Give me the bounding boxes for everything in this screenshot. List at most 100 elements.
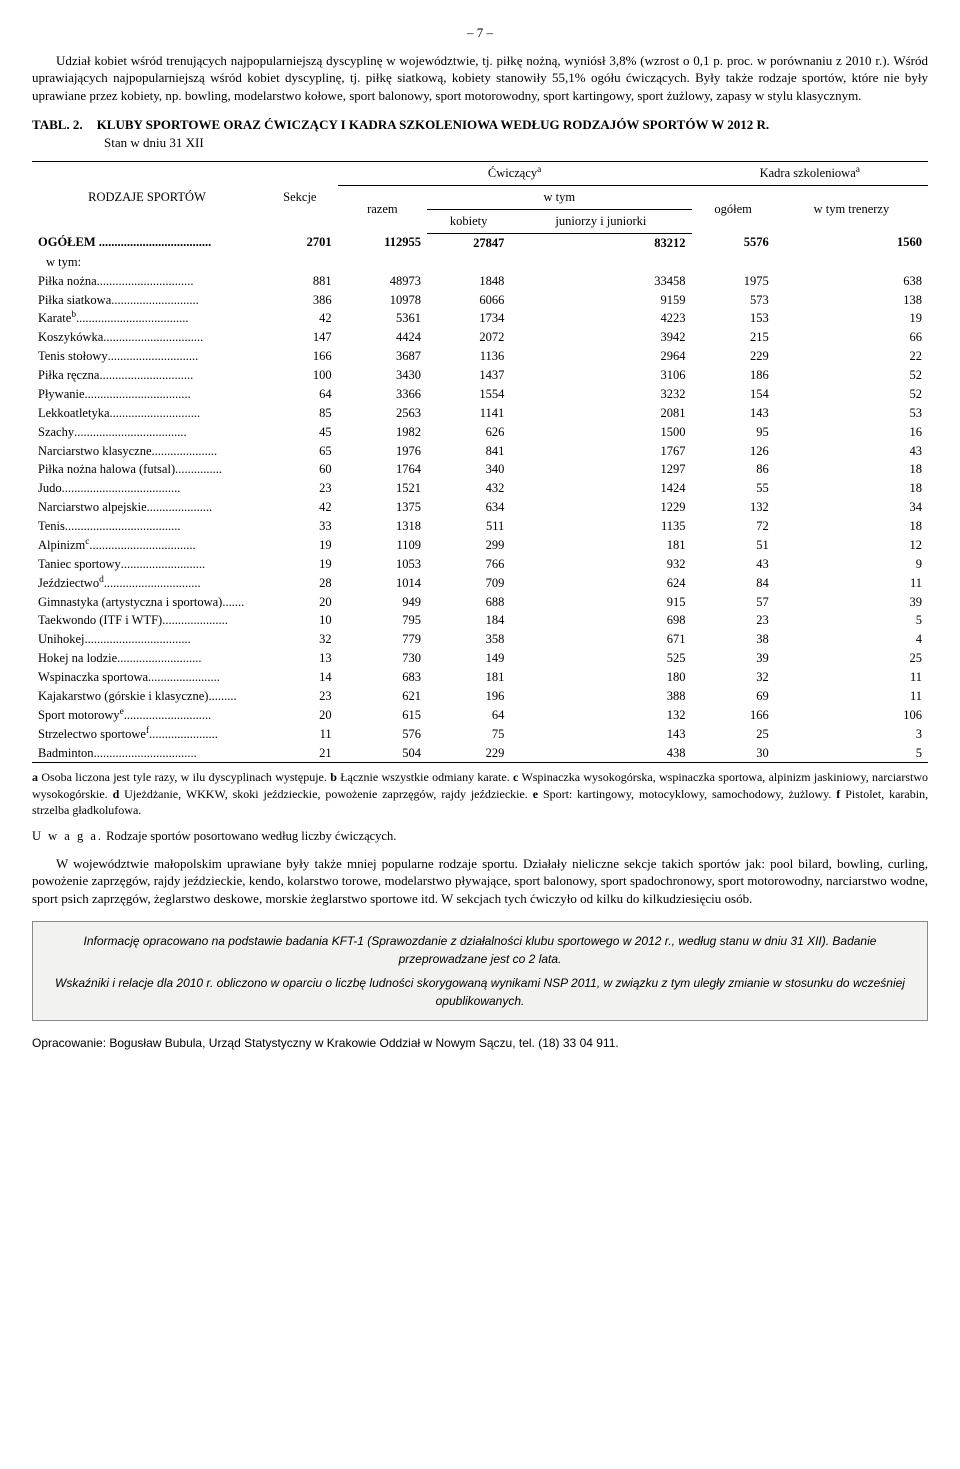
cell-value: 5576 bbox=[692, 233, 775, 252]
cell-value: 841 bbox=[427, 442, 510, 461]
table-row: Karateb ................................… bbox=[32, 309, 928, 328]
cell-value: 932 bbox=[510, 555, 691, 574]
table-row: Strzelectwo sportowef ..................… bbox=[32, 725, 928, 744]
cell-empty bbox=[692, 253, 775, 272]
cell-value: 1229 bbox=[510, 498, 691, 517]
cell-label: Badminton ..............................… bbox=[32, 744, 262, 763]
cell-value: 20 bbox=[262, 593, 338, 612]
cell-value: 48973 bbox=[338, 272, 427, 291]
table-row: Koszykówka .............................… bbox=[32, 328, 928, 347]
cell-value: 186 bbox=[692, 366, 775, 385]
cell-value: 181 bbox=[510, 536, 691, 555]
cell-value: 1136 bbox=[427, 347, 510, 366]
cell-value: 795 bbox=[338, 611, 427, 630]
cell-value: 100 bbox=[262, 366, 338, 385]
table-row: Pływanie ...............................… bbox=[32, 385, 928, 404]
table-footnotes: a Osoba liczona jest tyle razy, w ilu dy… bbox=[32, 769, 928, 818]
cell-value: 184 bbox=[427, 611, 510, 630]
cell-value: 39 bbox=[775, 593, 928, 612]
table-row: Piłka siatkowa .........................… bbox=[32, 291, 928, 310]
cell-value: 64 bbox=[427, 706, 510, 725]
cell-value: 43 bbox=[775, 442, 928, 461]
col-rodzaje: RODZAJE SPORTÓW bbox=[32, 162, 262, 234]
cell-value: 1318 bbox=[338, 517, 427, 536]
cell-value: 154 bbox=[692, 385, 775, 404]
cell-value: 1135 bbox=[510, 517, 691, 536]
cell-label: Wspinaczka sportowa ....................… bbox=[32, 668, 262, 687]
cell-empty bbox=[775, 253, 928, 272]
table-body: OGÓŁEM .................................… bbox=[32, 233, 928, 763]
table-number: TABL. 2. bbox=[32, 116, 97, 134]
table-row: Alpinizmc ..............................… bbox=[32, 536, 928, 555]
cell-value: 14 bbox=[262, 668, 338, 687]
cell-value: 196 bbox=[427, 687, 510, 706]
cell-label: Pływanie ...............................… bbox=[32, 385, 262, 404]
cell-value: 83212 bbox=[510, 233, 691, 252]
col-wtym1: w tym bbox=[427, 186, 691, 210]
cell-value: 698 bbox=[510, 611, 691, 630]
cell-value: 21 bbox=[262, 744, 338, 763]
cell-value: 683 bbox=[338, 668, 427, 687]
cell-value: 229 bbox=[692, 347, 775, 366]
cell-value: 3430 bbox=[338, 366, 427, 385]
cell-label: OGÓŁEM .................................… bbox=[32, 233, 262, 252]
cell-value: 132 bbox=[510, 706, 691, 725]
cell-label: Sport motorowye ........................… bbox=[32, 706, 262, 725]
cell-value: 18 bbox=[775, 460, 928, 479]
cell-value: 19 bbox=[262, 555, 338, 574]
cell-value: 65 bbox=[262, 442, 338, 461]
cell-value: 1437 bbox=[427, 366, 510, 385]
cell-value: 180 bbox=[510, 668, 691, 687]
cell-value: 86 bbox=[692, 460, 775, 479]
cell-value: 28 bbox=[262, 574, 338, 593]
cell-label: Narciarstwo alpejskie ..................… bbox=[32, 498, 262, 517]
cell-value: 5 bbox=[775, 744, 928, 763]
cell-value: 42 bbox=[262, 498, 338, 517]
cell-value: 9159 bbox=[510, 291, 691, 310]
cell-value: 1554 bbox=[427, 385, 510, 404]
cell-value: 634 bbox=[427, 498, 510, 517]
cell-value: 30 bbox=[692, 744, 775, 763]
cell-value: 511 bbox=[427, 517, 510, 536]
cell-value: 23 bbox=[692, 611, 775, 630]
cell-value: 671 bbox=[510, 630, 691, 649]
cell-label: Piłka nożna ............................… bbox=[32, 272, 262, 291]
table-row: Judo ...................................… bbox=[32, 479, 928, 498]
cell-value: 1767 bbox=[510, 442, 691, 461]
cell-value: 23 bbox=[262, 479, 338, 498]
cell-value: 766 bbox=[427, 555, 510, 574]
cell-value: 23 bbox=[262, 687, 338, 706]
col-juniorzy: juniorzy i juniorki bbox=[510, 210, 691, 234]
col-group-kadra: Kadra szkoleniowaa bbox=[692, 162, 929, 186]
sports-table: RODZAJE SPORTÓW Sekcje Ćwiczącya Kadra s… bbox=[32, 161, 928, 763]
cell-value: 1500 bbox=[510, 423, 691, 442]
closing-paragraph: W województwie małopolskim uprawiane był… bbox=[32, 855, 928, 908]
cell-value: 1109 bbox=[338, 536, 427, 555]
cell-value: 75 bbox=[427, 725, 510, 744]
cell-empty bbox=[427, 253, 510, 272]
cell-value: 215 bbox=[692, 328, 775, 347]
cell-value: 53 bbox=[775, 404, 928, 423]
cell-value: 1560 bbox=[775, 233, 928, 252]
cell-value: 1014 bbox=[338, 574, 427, 593]
cell-value: 181 bbox=[427, 668, 510, 687]
cell-value: 432 bbox=[427, 479, 510, 498]
cell-value: 52 bbox=[775, 385, 928, 404]
footnote-d: Ujeżdżanie, WKKW, skoki jeździeckie, pow… bbox=[124, 787, 528, 801]
cell-value: 25 bbox=[775, 649, 928, 668]
cell-value: 22 bbox=[775, 347, 928, 366]
cell-value: 624 bbox=[510, 574, 691, 593]
footnote-b: Łącznie wszystkie odmiany karate. bbox=[340, 770, 510, 784]
footnote-a: Osoba liczona jest tyle razy, w ilu dysc… bbox=[41, 770, 327, 784]
cell-value: 779 bbox=[338, 630, 427, 649]
cell-value: 3232 bbox=[510, 385, 691, 404]
cell-label: Piłka siatkowa .........................… bbox=[32, 291, 262, 310]
cell-label: Gimnastyka (artystyczna i sportowa) ....… bbox=[32, 593, 262, 612]
table-row: Gimnastyka (artystyczna i sportowa) ....… bbox=[32, 593, 928, 612]
cell-value: 299 bbox=[427, 536, 510, 555]
cell-label: Piłka ręczna ...........................… bbox=[32, 366, 262, 385]
intro-paragraph: Udział kobiet wśród trenujących najpopul… bbox=[32, 52, 928, 105]
cell-value: 51 bbox=[692, 536, 775, 555]
cell-label: Hokej na lodzie ........................… bbox=[32, 649, 262, 668]
table-row: Szachy .................................… bbox=[32, 423, 928, 442]
